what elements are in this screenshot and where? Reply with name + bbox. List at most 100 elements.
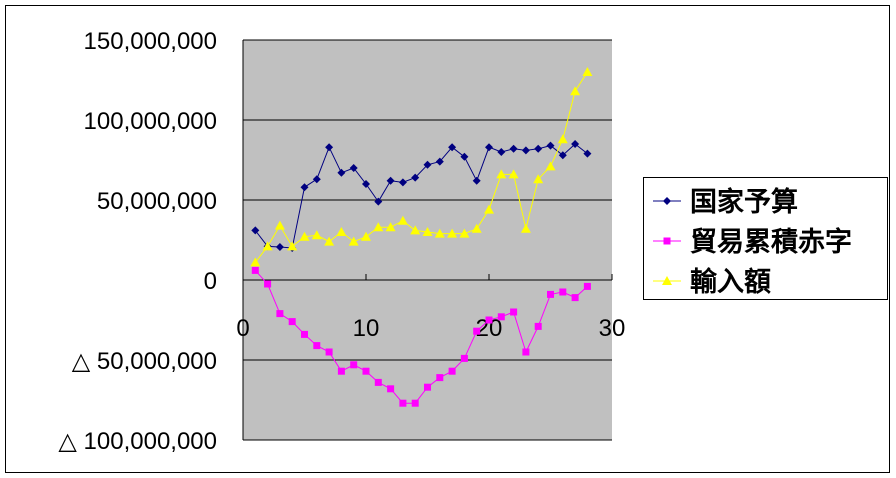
data-point	[571, 294, 579, 302]
series-line	[254, 270, 588, 404]
legend-marker	[663, 197, 671, 205]
data-point	[373, 222, 384, 232]
data-point	[251, 266, 259, 274]
data-point	[473, 327, 481, 335]
data-point	[434, 228, 445, 238]
data-point	[300, 183, 309, 192]
data-point	[362, 367, 370, 375]
data-point	[497, 148, 506, 156]
legend-label: 国家予算	[690, 186, 798, 217]
data-point	[374, 197, 383, 206]
data-point	[485, 143, 493, 152]
data-point	[274, 220, 285, 230]
data-point	[251, 226, 260, 235]
data-point	[471, 223, 482, 233]
legend-marker	[663, 237, 671, 245]
data-point	[448, 367, 456, 375]
data-point	[558, 151, 567, 160]
data-point	[361, 231, 371, 241]
data-point	[386, 176, 395, 185]
data-point	[287, 241, 298, 251]
data-point	[557, 134, 568, 144]
data-point	[533, 174, 544, 184]
data-point	[559, 288, 567, 296]
legend-label: 輸入額	[690, 266, 771, 297]
data-point	[571, 140, 580, 148]
data-point	[435, 157, 444, 166]
data-point	[411, 173, 420, 182]
data-point	[387, 385, 395, 393]
data-point	[508, 169, 519, 179]
x-tick-label: 30	[599, 315, 626, 342]
data-point	[583, 282, 591, 290]
data-point	[460, 354, 468, 362]
legend-item: 輸入額	[653, 266, 771, 297]
data-point	[349, 164, 358, 172]
data-point	[583, 149, 592, 158]
data-point	[264, 280, 272, 288]
data-point	[447, 228, 458, 238]
data-point	[424, 383, 431, 391]
y-tick-label: △ 100,000,000	[58, 428, 217, 455]
data-point	[509, 144, 518, 153]
data-point	[362, 180, 370, 188]
data-point	[534, 144, 543, 153]
data-point	[496, 169, 507, 179]
data-point	[522, 348, 530, 356]
data-point	[534, 322, 542, 330]
y-tick-label: △ 50,000,000	[72, 348, 217, 375]
data-point	[299, 231, 310, 241]
plot-area	[243, 40, 612, 440]
legend-item: 国家予算	[653, 186, 798, 217]
data-point	[250, 257, 261, 267]
data-point	[288, 318, 296, 326]
series-line	[254, 143, 588, 249]
data-point	[460, 152, 469, 161]
legend-box	[643, 177, 888, 300]
y-tick-label: 100,000,000	[84, 108, 217, 135]
data-point	[337, 168, 346, 177]
data-point	[275, 243, 284, 252]
data-point	[423, 160, 432, 169]
data-point	[459, 228, 470, 238]
data-point	[350, 361, 358, 369]
y-tick-label: 0	[204, 268, 217, 295]
data-point	[582, 67, 593, 76]
data-point	[520, 223, 531, 233]
data-point	[385, 222, 396, 232]
data-point	[313, 342, 321, 350]
y-tick-label: 150,000,000	[84, 28, 217, 55]
legend-item: 貿易累積赤字	[653, 226, 852, 257]
data-point	[374, 378, 382, 386]
y-tick-label: 50,000,000	[97, 188, 217, 215]
series-2	[250, 67, 593, 267]
x-tick-label: 10	[353, 315, 380, 342]
data-point	[436, 374, 444, 382]
data-point	[398, 178, 407, 187]
data-point	[411, 399, 419, 407]
data-point	[497, 313, 505, 321]
data-point	[312, 175, 321, 184]
data-point	[545, 161, 556, 171]
data-point	[348, 236, 359, 246]
data-point	[410, 225, 421, 235]
data-point	[399, 399, 407, 407]
data-point	[547, 290, 554, 298]
data-point	[570, 86, 581, 96]
data-point	[472, 176, 481, 185]
data-point	[276, 310, 284, 318]
data-point	[337, 367, 345, 375]
data-point	[521, 146, 530, 155]
legend-label: 貿易累積赤字	[690, 226, 852, 257]
data-point	[510, 308, 518, 316]
data-point	[325, 348, 333, 356]
data-point	[485, 316, 493, 324]
data-point	[336, 227, 347, 236]
data-point	[546, 141, 555, 150]
x-tick-label: 0	[236, 315, 249, 342]
data-point	[397, 215, 408, 225]
data-point	[311, 230, 322, 240]
series-0	[251, 140, 592, 252]
